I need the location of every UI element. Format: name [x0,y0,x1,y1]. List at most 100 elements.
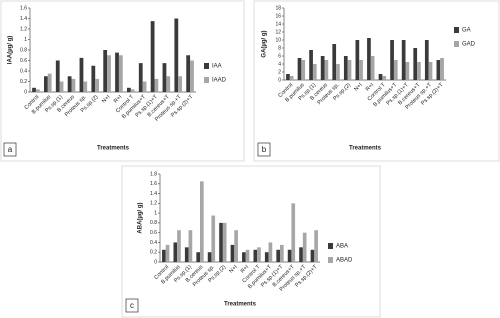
y-tick-label: 0 [24,89,27,95]
bar [343,56,348,80]
bar [405,62,410,80]
bar [312,64,317,80]
bar [370,56,375,80]
bar [154,78,159,92]
x-tick-label: N+I [353,82,364,93]
y-tick-label: 4 [278,61,281,67]
bar [390,40,394,80]
bar [378,74,383,80]
x-axis-label: Treatments [97,146,130,152]
bar [190,60,194,92]
bar [367,38,371,80]
panel-label: b [262,145,267,154]
y-tick-label: 6 [278,53,281,59]
bar [268,242,273,262]
y-tick-label: 0.6 [20,58,27,64]
y-axis-label: GA(µg/ g) [262,30,268,57]
bar [286,74,290,80]
bar [309,50,313,80]
bar [196,252,200,262]
bar [165,244,170,262]
bar [55,60,60,92]
legend-swatch [328,257,333,263]
bar [83,81,88,92]
bar [287,249,292,262]
bar [310,249,315,262]
y-tick-label: 1.6 [20,5,27,11]
bar [162,249,166,262]
y-tick-label: 0.6 [150,230,157,236]
bar [71,78,76,92]
bar [67,76,72,92]
legend-label: GA [462,28,471,34]
panel-frame [253,0,500,162]
bar [359,60,363,80]
bar [301,60,306,80]
bar [43,76,48,92]
bar [178,76,183,92]
bar [393,60,398,80]
legend-label: ABA [336,244,348,250]
legend-label: ABAD [336,258,353,264]
panel-label: a [8,145,13,154]
bar [347,60,352,80]
bar [47,73,52,92]
y-tick-label: 8 [278,45,281,51]
x-tick-label: N+I [101,94,112,105]
x-tick-label: N+I [228,264,239,275]
panel-frame [121,165,381,318]
bar [173,242,178,262]
bar [234,230,238,262]
bar [107,55,111,92]
bar [355,40,360,80]
legend-swatch [454,41,459,47]
y-tick-label: 0.8 [20,47,27,53]
bar [138,63,143,92]
y-tick-label: 10 [275,37,281,43]
bar [401,40,406,80]
y-tick-label: 0.2 [20,79,27,85]
bar [428,62,433,80]
panel-frame [0,0,245,162]
bar [118,55,123,92]
bar [314,230,318,262]
bar [336,64,340,80]
y-tick-label: 14 [275,21,281,27]
y-axis-label: ABA(µg/ g) [138,202,144,233]
bar [440,58,444,80]
bar [35,89,40,92]
bar [424,40,429,80]
y-tick-label: 0.2 [150,250,157,256]
bar [32,87,36,92]
y-tick-label: 1.6 [150,181,157,187]
bar [59,81,64,92]
bar [115,52,119,92]
bar [177,230,181,262]
y-tick-label: 16 [275,13,281,19]
y-tick-label: 0 [154,259,157,265]
bar [264,252,269,262]
y-axis-label: IAA(µg/ g) [8,36,14,64]
bar [174,18,179,92]
bar [222,222,227,262]
y-tick-label: 1.4 [150,191,157,197]
bar [320,56,325,80]
bar [79,57,84,92]
bar [130,89,135,92]
bar [332,44,337,80]
bar [297,58,302,80]
bar [289,76,294,80]
legend-label: GAD [462,42,476,48]
bar [291,203,296,262]
panel-label: c [130,301,134,310]
y-tick-label: 1.8 [150,171,157,177]
y-tick-label: 2 [278,69,281,75]
y-tick-label: 1 [154,210,157,216]
bar [276,249,280,262]
legend-label: IAAD [212,78,227,84]
y-tick-label: 1.2 [20,26,27,32]
x-axis-label: Treatments [224,302,257,308]
bar [188,230,193,262]
bar [257,247,261,262]
